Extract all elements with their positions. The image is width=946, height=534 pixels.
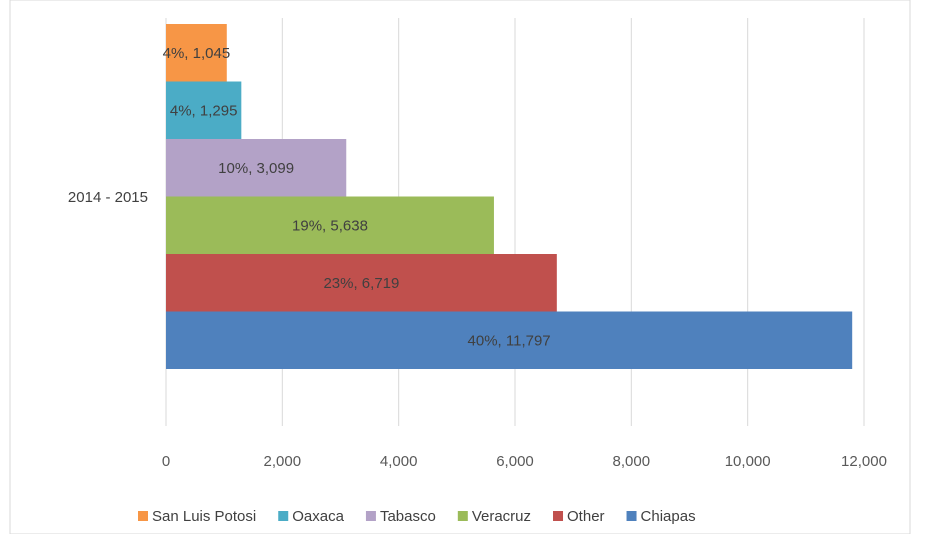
x-tick-label-0: 0 <box>162 453 170 470</box>
chart-border <box>9 0 911 534</box>
legend-item-tabasco: Tabasco <box>365 508 436 525</box>
legend-item-san-luis-potosi: San Luis Potosi <box>138 508 256 525</box>
bar-veracruz <box>166 196 494 254</box>
legend-label-chiapas: Chiapas <box>641 508 696 525</box>
legend-swatch-tabasco <box>365 511 376 521</box>
legend: San Luis Potosi Oaxaca Tabasco Veracruz Othe… <box>138 508 696 525</box>
legend-label-tabasco: Tabasco <box>380 508 436 525</box>
x-tick-label-1: 2,000 <box>264 453 302 470</box>
legend-label-san-luis-potosi: San Luis Potosi <box>152 508 256 525</box>
x-tick-label-2: 4,000 <box>380 453 418 470</box>
legend-item-veracruz: Veracruz <box>457 508 531 525</box>
x-tick-label-3: 6,000 <box>496 453 534 470</box>
bars <box>166 24 853 369</box>
legend-label-other: Other <box>567 508 605 525</box>
data-label-other: 23%, 6,719 <box>323 275 399 292</box>
y-axis: 2014 - 2015 <box>68 189 148 206</box>
legend-item-chiapas: Chiapas <box>626 508 696 525</box>
x-tick-label-5: 10,000 <box>725 453 771 470</box>
legend-swatch-veracruz <box>457 511 468 521</box>
legend-item-other: Other <box>553 508 605 525</box>
data-label-san-luis-potosi: 4%, 1,045 <box>163 45 231 62</box>
data-labels: 4%, 1,045 4%, 1,295 10%, 3,099 19%, 5,638 23… <box>163 45 551 350</box>
data-label-chiapas: 40%, 11,797 <box>468 332 551 349</box>
legend-item-oaxaca: Oaxaca <box>278 508 345 525</box>
x-tick-label-6: 12,000 <box>841 453 887 470</box>
bar-other <box>166 254 557 312</box>
x-tick-label-4: 8,000 <box>613 453 651 470</box>
legend-label-oaxaca: Oaxaca <box>292 508 344 525</box>
data-label-oaxaca: 4%, 1,295 <box>170 102 238 119</box>
legend-swatch-san-luis-potosi <box>138 511 148 521</box>
legend-swatch-chiapas <box>626 511 637 521</box>
x-axis: 0 2,000 4,000 6,000 8,000 10,000 12,000 <box>162 453 887 470</box>
bar-tabasco <box>166 139 347 197</box>
data-label-veracruz: 19%, 5,638 <box>292 217 368 234</box>
category-label: 2014 - 2015 <box>68 189 148 206</box>
bar-chiapas <box>166 311 853 369</box>
legend-swatch-oaxaca <box>278 511 289 521</box>
bar-san-luis-potosi <box>166 24 227 82</box>
data-label-tabasco: 10%, 3,099 <box>218 160 294 177</box>
bar-oaxaca <box>166 81 242 139</box>
legend-label-veracruz: Veracruz <box>472 508 531 525</box>
legend-swatch-other <box>553 511 564 521</box>
